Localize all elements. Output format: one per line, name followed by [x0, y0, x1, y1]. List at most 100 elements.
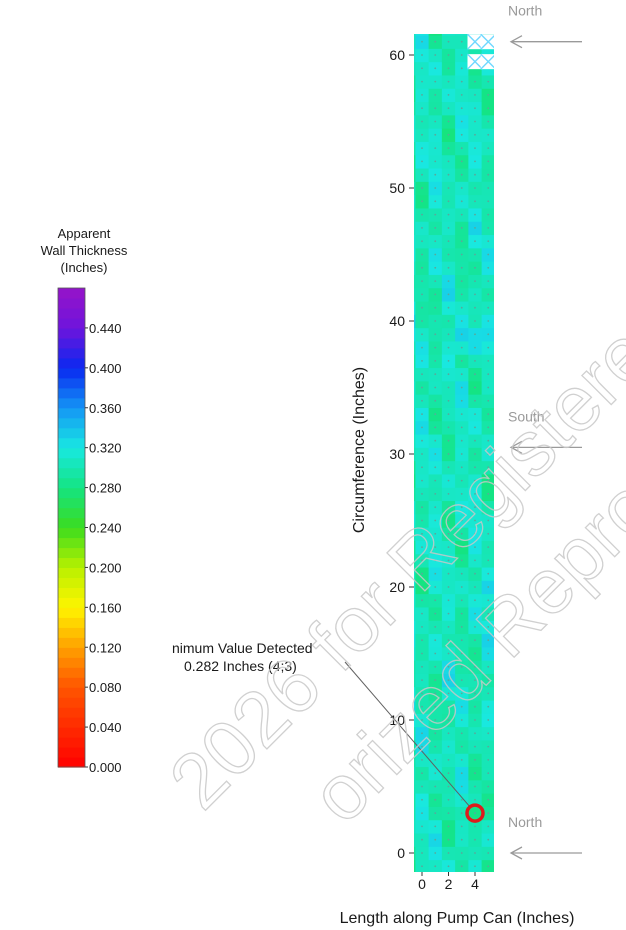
measurement-dot — [487, 306, 490, 309]
heatmap-cell — [414, 128, 416, 142]
colorbar-band — [58, 497, 85, 509]
measurement-dot — [447, 772, 450, 775]
measurement-dot — [460, 732, 463, 735]
measurement-dot — [460, 187, 463, 189]
measurement-dot — [421, 200, 423, 203]
measurement-dot — [474, 280, 476, 282]
measurement-dot — [460, 865, 463, 868]
measurement-dot — [421, 772, 423, 775]
measurement-dot — [434, 413, 437, 415]
measurement-dot — [474, 399, 476, 402]
measurement-dot — [474, 120, 476, 123]
measurement-dot — [460, 572, 463, 575]
measurement-dot — [421, 838, 423, 841]
measurement-dot — [474, 187, 476, 189]
heatmap-cell — [414, 354, 416, 369]
measurement-dot — [474, 506, 476, 509]
measurement-dot — [460, 812, 463, 814]
measurement-dot — [434, 546, 437, 548]
measurement-dot — [434, 266, 437, 269]
measurement-dot — [408, 812, 410, 814]
measurement-dot — [434, 399, 437, 402]
measurement-dot — [474, 293, 476, 296]
colorbar-band — [58, 557, 85, 569]
measurement-dot — [434, 253, 437, 256]
measurement-dot — [408, 200, 410, 202]
measurement-dot — [447, 40, 450, 43]
heatmap-cell — [414, 34, 416, 36]
measurement-dot — [460, 266, 463, 269]
measurement-dot — [421, 865, 423, 868]
y-tick-label: 30 — [389, 446, 405, 462]
measurement-dot — [460, 506, 463, 509]
measurement-dot — [460, 479, 463, 482]
measurement-dot — [434, 80, 437, 83]
measurement-dot — [487, 266, 490, 269]
measurement-dot — [447, 785, 450, 788]
measurement-dot — [447, 107, 450, 110]
measurement-dot — [421, 227, 423, 229]
heatmap-cell — [414, 500, 416, 515]
colorbar-band — [58, 727, 85, 738]
no-data-region — [467, 34, 494, 70]
measurement-dot — [421, 453, 423, 455]
measurement-dot — [447, 373, 450, 376]
measurement-dot — [434, 586, 437, 588]
measurement-dot — [447, 519, 450, 522]
measurement-dot — [460, 772, 463, 775]
colorbar-band — [58, 337, 85, 349]
measurement-dot — [447, 852, 450, 854]
measurement-dot — [434, 759, 437, 761]
measurement-dot — [447, 559, 450, 562]
measurement-dot — [434, 28, 436, 30]
measurement-dot — [460, 133, 463, 136]
heatmap-cell — [441, 34, 456, 36]
heatmap-cell — [414, 154, 416, 169]
measurement-dot — [421, 599, 423, 602]
measurement-dot — [460, 559, 463, 562]
measurement-dot — [434, 559, 437, 562]
measurement-dot — [474, 426, 476, 429]
measurement-dot — [460, 107, 463, 110]
colorbar-band — [58, 387, 85, 399]
measurement-dot — [460, 519, 463, 522]
measurement-dot — [487, 532, 490, 535]
heatmap-cell — [414, 380, 416, 395]
measurement-dot — [447, 626, 450, 628]
measurement-dot — [447, 639, 450, 642]
heatmap-cell — [414, 487, 416, 502]
measurement-dot — [474, 94, 476, 96]
measurement-dot — [460, 173, 463, 176]
measurement-dot — [434, 67, 437, 70]
measurement-dot — [434, 679, 437, 681]
measurement-dot — [434, 386, 437, 389]
measurement-dot — [460, 825, 463, 828]
measurement-dot — [434, 612, 437, 615]
heatmap-cell — [414, 101, 416, 116]
measurement-dot — [408, 387, 410, 389]
measurement-dot — [460, 54, 463, 56]
colorbar-tick-label: 0.080 — [89, 680, 122, 695]
measurement-dot — [421, 639, 423, 642]
heatmap-cell — [414, 367, 416, 382]
heatmap-cell — [414, 753, 416, 768]
measurement-dot — [474, 639, 476, 642]
min-value-label-line-1: nimum Value Detected — [172, 640, 313, 656]
measurement-dot — [460, 612, 463, 615]
measurement-dot — [408, 480, 410, 482]
measurement-dot — [460, 705, 463, 708]
measurement-dot — [408, 865, 410, 867]
measurement-dot — [434, 599, 437, 602]
measurement-dot — [421, 572, 423, 575]
measurement-dot — [447, 187, 450, 189]
measurement-dot — [474, 719, 476, 721]
measurement-dot — [447, 798, 450, 801]
measurement-dot — [421, 120, 423, 123]
measurement-dot — [447, 732, 450, 735]
measurement-dot — [434, 147, 437, 150]
measurement-dot — [461, 28, 463, 30]
measurement-dot — [421, 812, 423, 814]
measurement-dot — [474, 160, 476, 163]
measurement-dot — [421, 133, 423, 136]
measurement-dot — [408, 94, 410, 96]
